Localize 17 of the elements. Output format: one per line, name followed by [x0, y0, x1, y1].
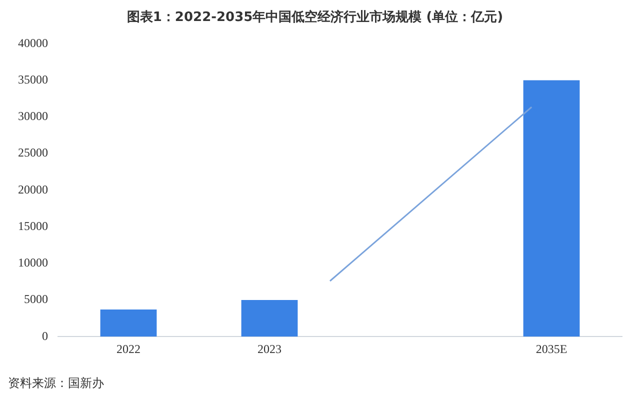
- y-tick-label: 35000: [18, 72, 48, 86]
- x-tick-label: 2022: [116, 342, 140, 356]
- x-tick-label: 2035E: [536, 342, 568, 356]
- y-tick-label: 0: [42, 328, 48, 343]
- bar: [100, 310, 157, 337]
- y-tick-label: 15000: [18, 218, 48, 233]
- y-tick-label: 10000: [18, 256, 48, 270]
- bar: [241, 300, 298, 337]
- y-tick-label: 20000: [18, 182, 48, 196]
- y-tick-label: 40000: [18, 36, 48, 50]
- bar: [523, 80, 580, 337]
- y-tick-label: 5000: [24, 292, 48, 306]
- y-tick-label: 25000: [18, 146, 48, 160]
- y-tick-label: 30000: [18, 109, 48, 124]
- text: 资料来源：国新办: [8, 376, 104, 390]
- chart-title: 图表1：2022-2035年中国低空经济行业市场规模 (单位：亿元): [126, 9, 504, 26]
- x-tick-label: 2023: [258, 342, 282, 356]
